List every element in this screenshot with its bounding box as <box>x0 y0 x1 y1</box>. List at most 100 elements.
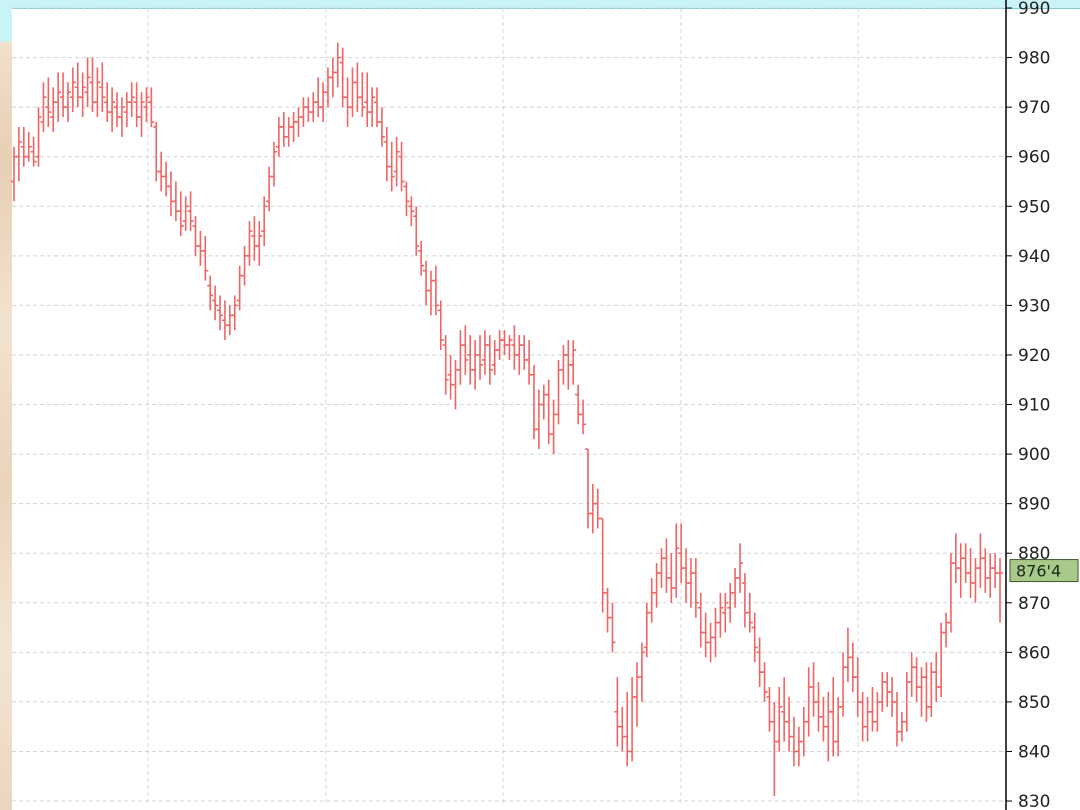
ohlc-bar <box>849 642 856 692</box>
ohlc-bar <box>94 67 101 118</box>
ohlc-bar <box>737 543 744 593</box>
ohlc-bar <box>221 300 228 341</box>
ohlc-bar <box>246 221 253 266</box>
ohlc-bar <box>923 662 930 722</box>
ohlc-bar <box>629 677 636 762</box>
ohlc-bar <box>334 42 341 88</box>
ohlc-bar <box>893 692 900 747</box>
ohlc-bar <box>584 448 591 529</box>
ohlc-bar <box>349 67 356 118</box>
ohlc-bar <box>535 389 542 450</box>
y-tick-label: 870 <box>1018 594 1050 614</box>
ohlc-bar <box>687 558 694 608</box>
ohlc-bar <box>163 161 170 197</box>
ohlc-bar <box>109 87 116 132</box>
ohlc-bar <box>952 533 959 583</box>
ohlc-bar <box>413 206 420 256</box>
ohlc-bar <box>663 538 670 593</box>
ohlc-bar <box>673 523 680 598</box>
ohlc-bar <box>202 236 209 281</box>
y-tick-label: 860 <box>1018 643 1050 663</box>
ohlc-bar <box>624 692 631 767</box>
ohlc-bar <box>364 72 371 127</box>
ohlc-bar <box>383 126 390 182</box>
ohlc-bar <box>418 240 425 276</box>
ohlc-bar <box>256 221 263 266</box>
ohlc-bar <box>388 141 395 192</box>
ohlc-bar <box>722 592 729 633</box>
ohlc-bar <box>928 662 935 717</box>
ohlc-bar <box>231 295 238 331</box>
grid <box>12 7 1005 806</box>
ohlc-bar <box>712 607 719 658</box>
ohlc-bar <box>997 558 1003 623</box>
ohlc-bar <box>123 92 130 127</box>
ohlc-bar <box>251 216 258 261</box>
ohlc-bar <box>378 107 385 147</box>
ohlc-bar <box>589 483 596 534</box>
ohlc-bar <box>933 652 940 702</box>
ohlc-bars <box>11 42 1003 797</box>
ohlc-bar <box>138 92 145 137</box>
ohlc-bar <box>398 141 405 192</box>
ohlc-bar <box>776 687 783 752</box>
ohlc-bar <box>79 72 86 118</box>
ohlc-bar <box>697 592 704 648</box>
ohlc-bar <box>423 260 430 306</box>
ohlc-bar <box>526 340 533 385</box>
ohlc-bar <box>746 592 753 633</box>
ohlc-bar <box>781 677 788 742</box>
ohlc-bar <box>810 662 817 717</box>
ohlc-bar <box>987 553 994 598</box>
ohlc-bar <box>619 706 626 752</box>
ohlc-bar <box>50 87 57 132</box>
ohlc-bar <box>280 112 287 147</box>
ohlc-bar <box>604 587 611 633</box>
ohlc-bar <box>69 67 76 113</box>
ohlc-bar <box>25 131 32 162</box>
ohlc-bar <box>594 488 601 529</box>
ohlc-bar <box>938 622 945 697</box>
ohlc-bar <box>437 300 444 350</box>
ohlc-bar <box>452 359 459 410</box>
ohlc-bar <box>633 662 640 727</box>
y-axis-ticks: 8308408508608708808909009109209309409509… <box>1006 0 1050 810</box>
ohlc-bar <box>835 696 842 757</box>
ohlc-bar <box>472 340 479 390</box>
ohlc-bar <box>864 696 871 742</box>
ohlc-bar <box>266 166 273 212</box>
y-tick-label: 830 <box>1018 792 1050 810</box>
ohlc-bar <box>187 191 194 232</box>
ohlc-bar <box>869 687 876 732</box>
ohlc-bar <box>732 568 739 608</box>
ohlc-bar <box>305 97 312 122</box>
ohlc-bar <box>320 82 327 122</box>
ohlc-bar <box>943 612 950 648</box>
y-tick-label: 930 <box>1018 296 1050 316</box>
y-tick-label: 920 <box>1018 346 1050 366</box>
ohlc-bar <box>761 662 768 702</box>
ohlc-bar <box>982 548 989 593</box>
y-tick-label: 850 <box>1018 693 1050 713</box>
ohlc-bar <box>481 330 488 375</box>
ohlc-bar <box>462 325 469 375</box>
ohlc-bar <box>751 612 758 663</box>
ohlc-bar <box>40 82 47 132</box>
ohlc-bar <box>692 558 699 618</box>
ohlc-bar <box>599 517 606 613</box>
ohlc-bar <box>511 325 518 370</box>
ohlc-bar <box>859 692 866 742</box>
ohlc-bar <box>486 335 493 385</box>
ohlc-bar <box>55 72 62 122</box>
ohlc-bar <box>967 548 974 598</box>
ohlc-bar <box>403 181 410 217</box>
ohlc-bar <box>457 330 464 385</box>
ohlc-bar <box>35 107 42 167</box>
ohlc-bar <box>844 627 851 683</box>
ohlc-bar <box>913 657 920 702</box>
ohlc-bar <box>11 146 17 202</box>
ohlc-bar <box>962 543 969 583</box>
ohlc-bar <box>84 57 91 108</box>
ohlc-bar <box>477 335 484 380</box>
